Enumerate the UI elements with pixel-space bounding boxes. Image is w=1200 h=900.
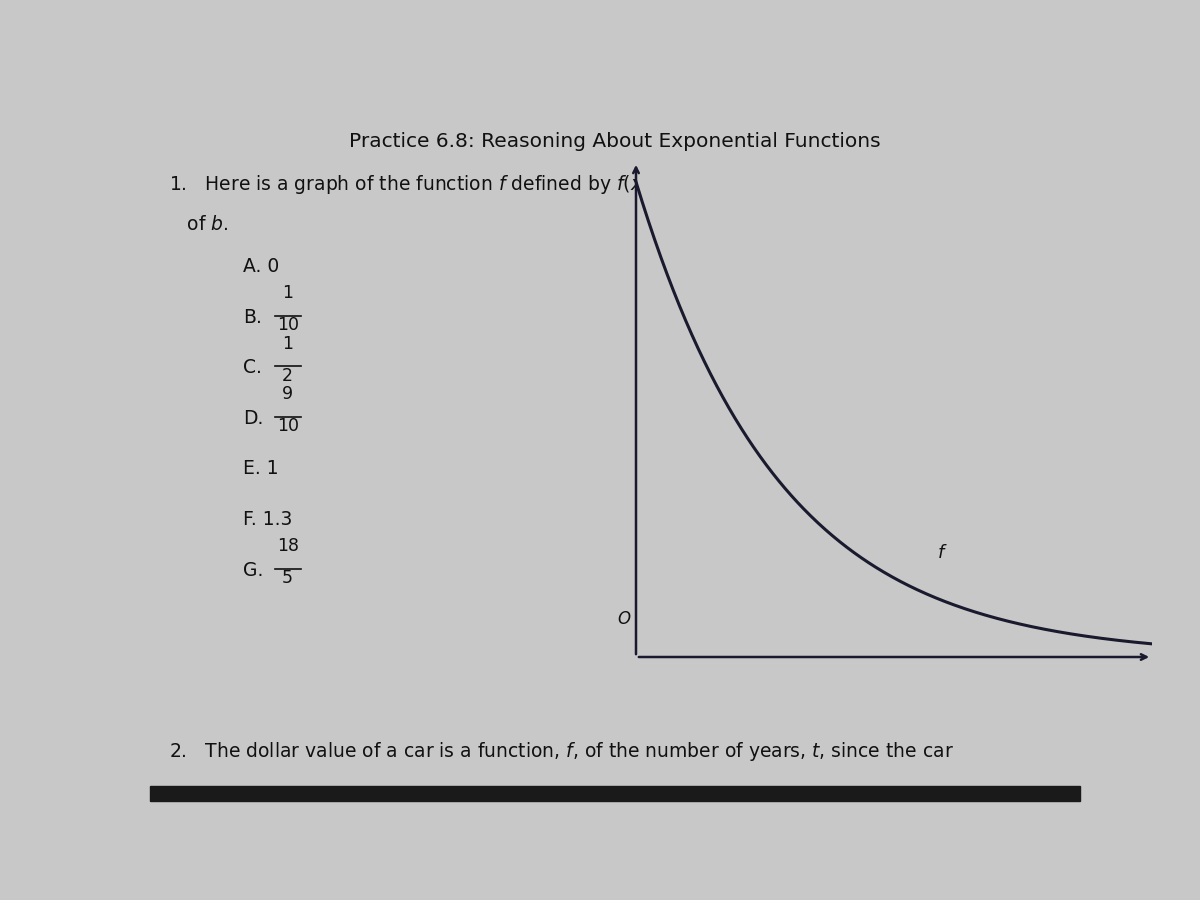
Text: C.: C. <box>242 358 262 377</box>
Text: $f$: $f$ <box>937 544 948 562</box>
Text: 2: 2 <box>282 366 293 384</box>
Text: B.: B. <box>242 308 262 327</box>
Text: D.: D. <box>242 409 263 428</box>
Text: F. 1.3: F. 1.3 <box>242 510 293 529</box>
Bar <box>150 786 1080 801</box>
Text: $O$: $O$ <box>617 610 631 628</box>
Text: A. 0: A. 0 <box>242 257 280 276</box>
Text: 2.   The dollar value of a car is a function, $f$, of the number of years, $t$, : 2. The dollar value of a car is a functi… <box>168 740 953 763</box>
Text: 1: 1 <box>282 284 293 302</box>
Text: Practice 6.8: Reasoning About Exponential Functions: Practice 6.8: Reasoning About Exponentia… <box>349 132 881 151</box>
Text: 5: 5 <box>282 569 293 587</box>
Text: 18: 18 <box>277 537 299 555</box>
Text: 10: 10 <box>277 316 299 334</box>
Text: G.: G. <box>242 561 263 580</box>
Text: $x$: $x$ <box>1048 592 1061 610</box>
Text: 10: 10 <box>277 417 299 435</box>
Text: 1: 1 <box>282 335 293 353</box>
Text: $y$: $y$ <box>644 208 658 226</box>
Text: 9: 9 <box>282 385 293 403</box>
Text: 1.   Here is a graph of the function $f$ defined by $f(x) = a(b)^x$. Select all : 1. Here is a graph of the function $f$ d… <box>168 174 966 197</box>
Text: of $b$.: of $b$. <box>168 215 228 234</box>
Text: E. 1: E. 1 <box>242 459 278 479</box>
